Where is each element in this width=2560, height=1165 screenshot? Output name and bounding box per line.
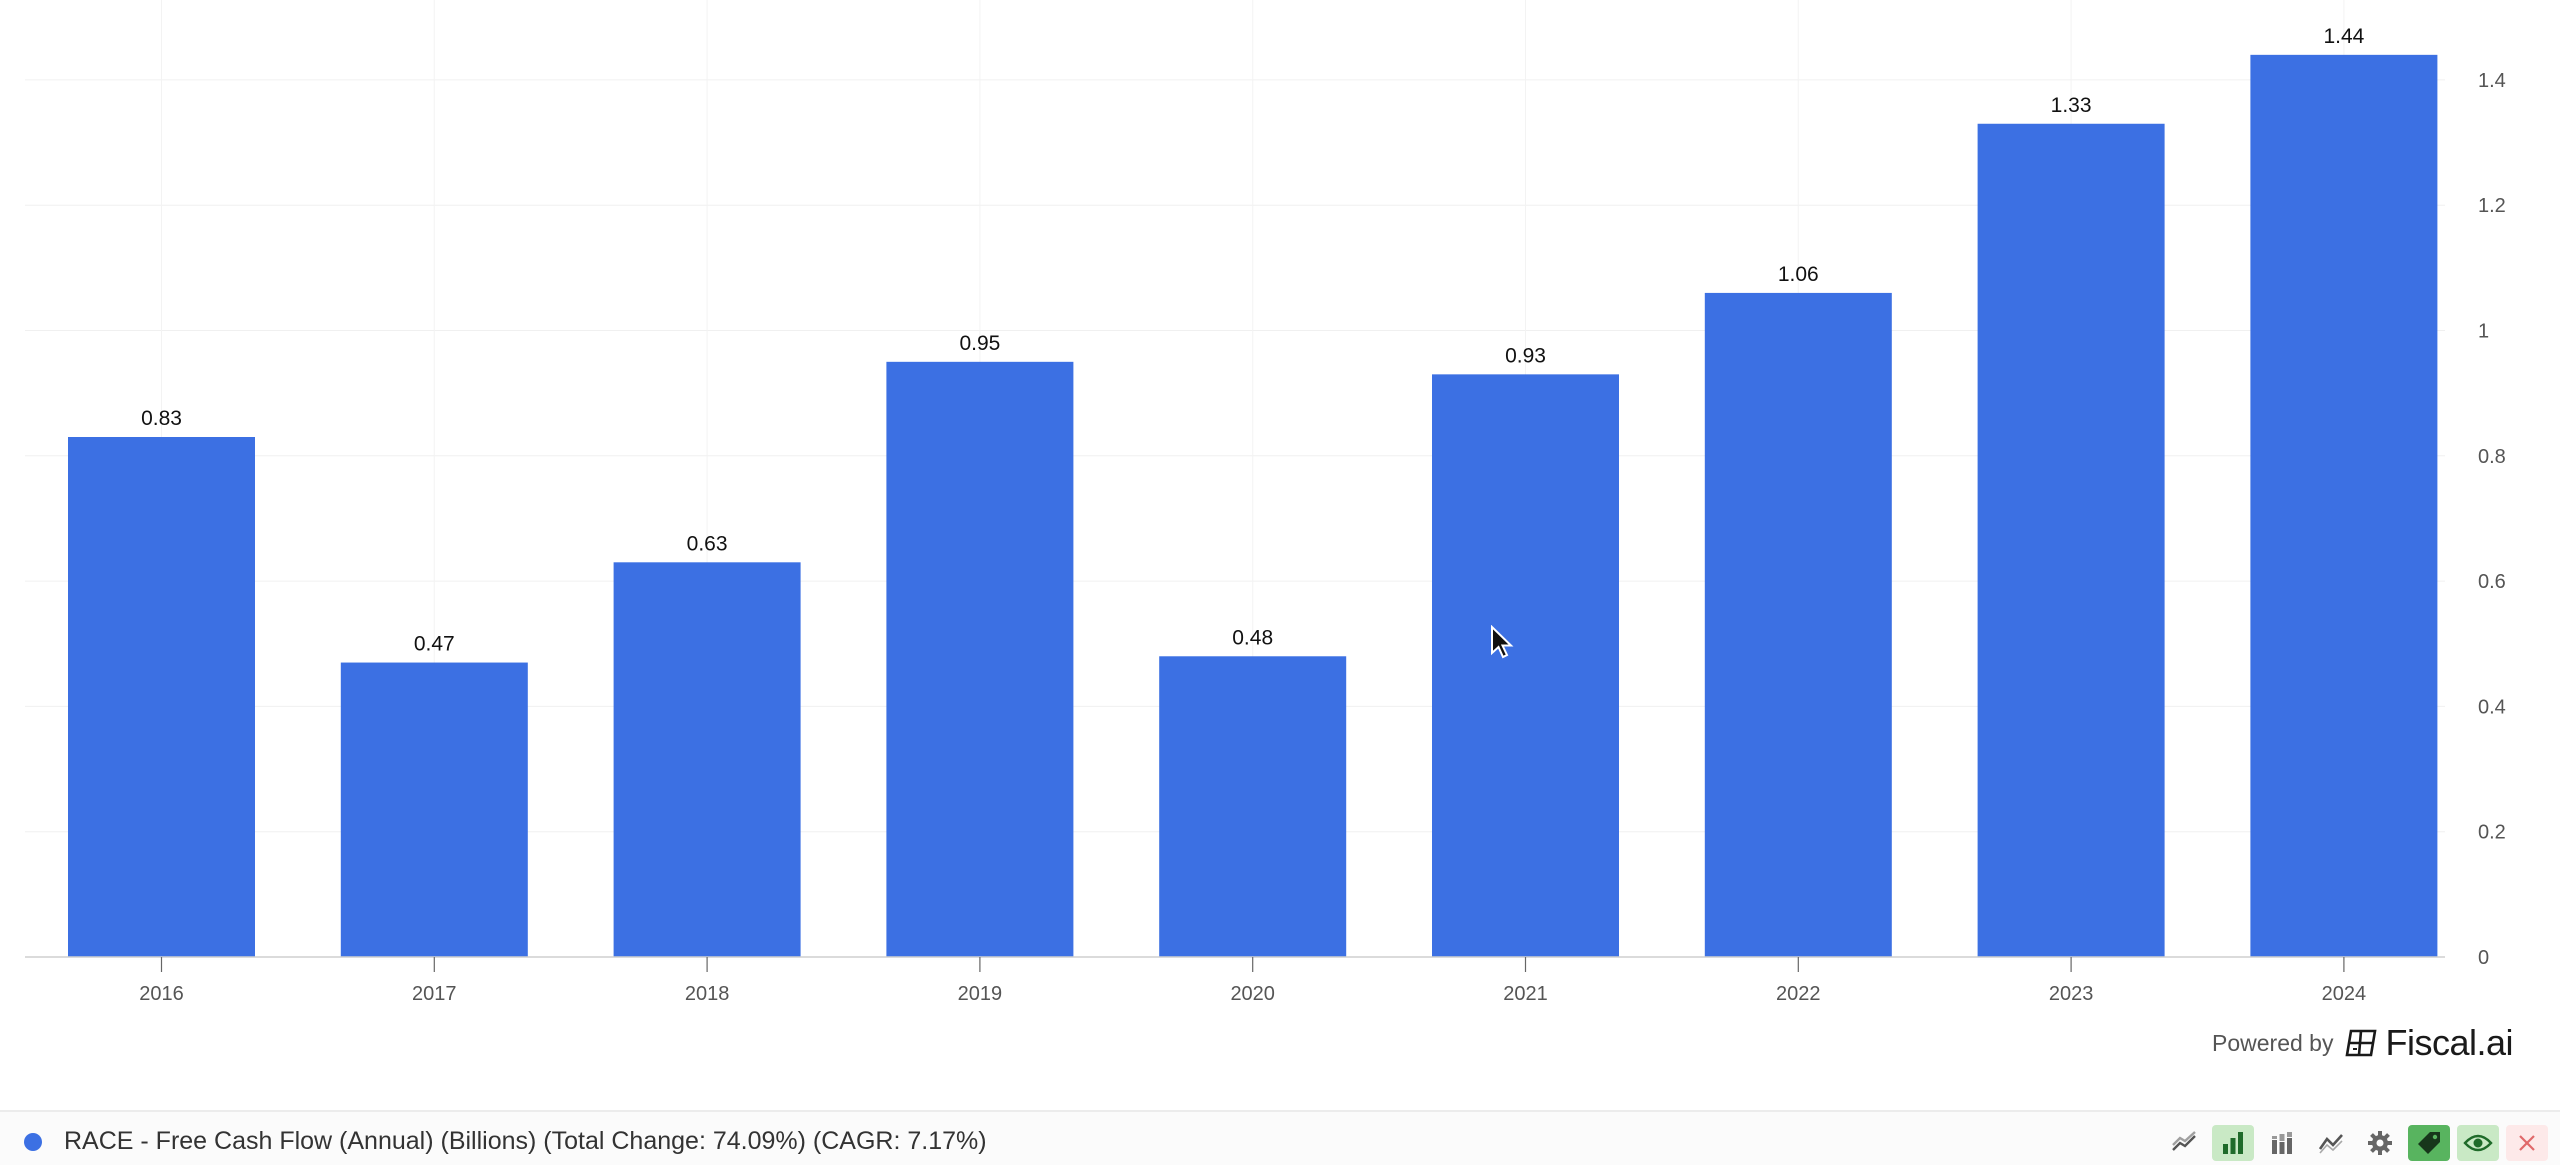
stacked-bar-button[interactable] [2261, 1125, 2303, 1161]
x-tick-label: 2024 [2322, 983, 2367, 1005]
bar-value-label: 1.33 [2051, 94, 2092, 117]
bar-chart: 0.83 0.47 0.63 0.95 0.48 0.93 1.06 1.33 1.44 0 0.… [25, 0, 2506, 1005]
bar-value-label: 0.47 [414, 633, 455, 656]
bar[interactable] [1432, 374, 1619, 958]
data-labels: 0.83 0.47 0.63 0.95 0.48 0.93 1.06 1.33 1.44 [141, 25, 2365, 656]
bar-value-label: 0.48 [1232, 626, 1273, 649]
legend[interactable]: RACE - Free Cash Flow (Annual) (Billions… [24, 1127, 987, 1156]
y-tick-label: 1.2 [2478, 195, 2506, 217]
y-tick-label: 0.2 [2478, 822, 2506, 844]
bar-chart-button[interactable] [2212, 1125, 2254, 1161]
x-tick-label: 2018 [685, 983, 730, 1005]
close-icon [2519, 1135, 2535, 1151]
trend-icon [2318, 1134, 2343, 1154]
bar[interactable] [886, 361, 1074, 957]
gear-icon [2368, 1131, 2392, 1155]
visibility-toggle-button[interactable] [2457, 1125, 2499, 1161]
bar[interactable] [2250, 54, 2438, 957]
bar[interactable] [340, 662, 528, 957]
legend-divider [0, 1110, 2560, 1112]
x-tick-label: 2019 [958, 983, 1003, 1005]
y-tick-label: 1 [2478, 321, 2489, 343]
bar[interactable] [1704, 292, 1892, 957]
bar-value-label: 0.63 [687, 532, 728, 555]
legend-bar-background [0, 1112, 2560, 1165]
x-tick-label: 2020 [1230, 983, 1275, 1005]
x-tick-label: 2016 [139, 983, 184, 1005]
bar[interactable] [1159, 656, 1347, 957]
y-tick-label: 0.8 [2478, 446, 2506, 468]
settings-button[interactable] [2359, 1125, 2401, 1161]
eye-icon [2463, 1134, 2493, 1152]
bar[interactable] [68, 437, 255, 957]
brand-link[interactable]: Fiscal.ai [2345, 1022, 2513, 1064]
powered-by-text: Powered by [2212, 1029, 2334, 1056]
calculator-logo-icon [2345, 1029, 2378, 1057]
powered-by-branding: Powered by Fiscal.ai [2212, 1022, 2513, 1064]
bar[interactable] [613, 562, 801, 957]
y-tick-label: 0.6 [2478, 571, 2506, 593]
y-tick-label: 0.4 [2478, 696, 2506, 718]
bar-value-label: 1.06 [1778, 263, 1819, 286]
chart-toolbar [2163, 1125, 2548, 1161]
x-tick-label: 2017 [412, 983, 457, 1005]
bar-chart-icon [2223, 1132, 2243, 1154]
bar-value-label: 0.93 [1505, 344, 1546, 367]
x-tick-label: 2023 [2049, 983, 2094, 1005]
mouse-cursor-icon [1491, 625, 1514, 659]
bar-value-label: 0.83 [141, 407, 182, 430]
remove-series-button[interactable] [2506, 1125, 2548, 1161]
y-tick-label: 1.4 [2478, 70, 2506, 92]
trend-button[interactable] [2310, 1125, 2352, 1161]
tag-icon [2418, 1132, 2440, 1154]
x-tick-label: 2022 [1776, 983, 1821, 1005]
bar-value-label: 0.95 [959, 332, 1000, 355]
line-chart-button[interactable] [2163, 1125, 2205, 1161]
legend-series-dot [24, 1132, 42, 1151]
axes: 0 0.2 0.4 0.6 0.8 1 1.2 1.4 2016 2017 2018 2019 2020… [25, 70, 2506, 1005]
legend-series-label: RACE - Free Cash Flow (Annual) (Billions… [64, 1127, 987, 1155]
x-tick-label: 2021 [1503, 983, 1548, 1005]
brand-name: Fiscal.ai [2385, 1022, 2513, 1063]
y-tick-label: 0 [2478, 947, 2489, 969]
labels-toggle-button[interactable] [2408, 1125, 2450, 1161]
bars [68, 54, 2438, 958]
stacked-bar-icon [2272, 1132, 2292, 1154]
bar[interactable] [1977, 123, 2165, 957]
bar-value-label: 1.44 [2323, 25, 2364, 48]
line-chart-icon [2172, 1131, 2196, 1151]
